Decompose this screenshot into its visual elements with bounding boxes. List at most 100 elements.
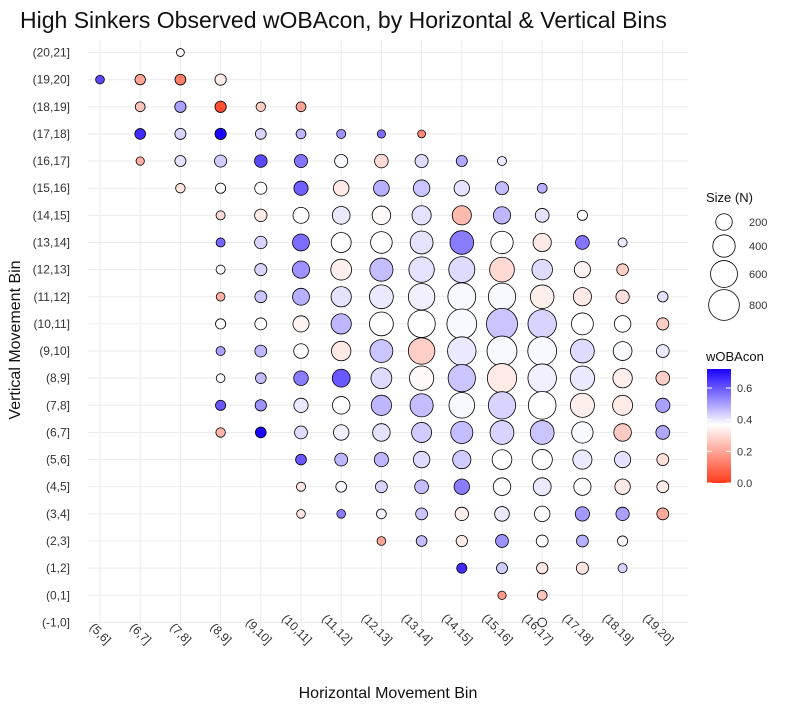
x-tick-label: (15,16] [479,611,515,647]
data-point [497,590,507,600]
data-point [614,478,631,495]
data-point [370,367,393,389]
data-point [332,396,351,415]
data-point [95,74,105,85]
data-point [214,154,228,168]
data-point [497,156,507,167]
data-point [215,292,226,302]
data-point [615,289,630,304]
chart-title: High Sinkers Observed wOBAcon, by Horizo… [20,7,667,33]
data-point [376,536,387,546]
data-point [453,478,470,495]
data-point [293,343,309,359]
data-point [373,179,390,197]
data-point [331,340,352,362]
data-point [655,370,671,386]
data-point [134,101,146,113]
size-legend-circle [708,289,740,321]
data-point [447,364,476,393]
data-point [174,155,187,167]
data-point [656,480,670,494]
data-point [215,318,227,330]
y-tick-label: (8,9] [46,371,70,385]
data-point [296,509,306,519]
data-point [529,420,555,445]
x-tick-label: (11,12] [319,611,355,647]
data-point [412,450,431,469]
color-tick-label: 0.4 [737,415,752,427]
data-point [255,101,266,112]
size-legend-circle [715,213,733,231]
data-point [447,336,477,366]
data-point [369,339,394,363]
x-tick-label: (5,6] [87,620,114,647]
data-point [531,258,553,281]
data-point [614,451,632,469]
size-legend-label: 400 [749,241,767,253]
data-point [254,154,268,168]
x-tick-label: (14,15] [439,611,475,647]
data-point [374,153,389,169]
data-point [370,231,393,254]
y-tick-label: (-1,0] [42,615,70,629]
data-point [334,452,349,467]
data-point [293,180,309,196]
data-point [215,373,226,383]
data-point [571,421,594,444]
data-point [532,232,552,252]
data-point [529,284,555,309]
color-tick-label: 0.6 [737,383,752,395]
data-point [531,449,553,471]
data-point [575,235,590,250]
data-point [411,205,432,226]
data-point [492,206,512,225]
data-point [409,393,434,418]
x-tick-label: (7,8] [167,620,194,647]
data-point [214,127,227,140]
y-tick-label: (6,7] [46,425,70,439]
data-point [569,392,595,418]
data-point [612,394,633,416]
y-tick-label: (1,2] [46,561,70,575]
data-point [417,129,426,139]
data-point [292,233,310,252]
y-tick-label: (2,3] [46,534,70,548]
y-tick-label: (12,13] [33,263,70,277]
size-legend-label: 800 [749,300,767,312]
data-points [95,48,671,628]
y-tick-label: (18,19] [33,100,70,114]
data-point [527,336,558,366]
data-point [175,183,186,194]
data-point [407,283,436,311]
data-point [292,287,310,306]
data-point [407,337,436,365]
data-point [375,480,388,494]
data-point [414,479,429,495]
data-point [336,509,346,519]
data-point [491,449,513,470]
data-point [215,346,226,356]
data-point [656,317,670,331]
data-point [452,450,472,470]
y-tick-label: (5,6] [46,453,70,467]
data-point [576,534,589,548]
data-point [656,453,670,466]
data-point [134,128,146,140]
data-point [214,73,227,86]
data-point [486,335,518,367]
y-tick-label: (0,1] [46,588,70,602]
data-point [532,477,552,497]
x-tick-label: (10,11] [279,611,315,647]
y-axis-ticks: (-1,0] (0,1] (1,2] (2,3] (3,4] (4,5] (5,6] (6,7… [33,46,70,630]
y-tick-label: (13,14] [33,235,70,249]
data-point [135,156,145,166]
data-point [576,209,588,221]
x-tick-label: (6,7] [127,620,154,647]
data-point [536,589,548,601]
data-point [215,399,227,411]
y-tick-label: (11,12] [34,290,70,304]
data-point [293,397,309,413]
data-point [571,312,594,336]
data-point [495,534,509,548]
